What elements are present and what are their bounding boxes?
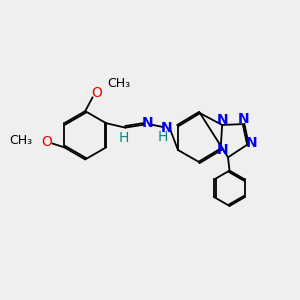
Text: N: N <box>217 113 229 127</box>
Text: CH₃: CH₃ <box>107 77 130 90</box>
Text: H: H <box>118 131 129 145</box>
Text: N: N <box>161 121 172 135</box>
Text: H: H <box>157 130 168 144</box>
Text: O: O <box>91 86 102 100</box>
Text: N: N <box>246 136 258 150</box>
Text: CH₃: CH₃ <box>10 134 33 147</box>
Text: N: N <box>217 143 229 157</box>
Text: O: O <box>41 135 52 149</box>
Text: N: N <box>142 116 154 130</box>
Text: N: N <box>238 112 250 126</box>
